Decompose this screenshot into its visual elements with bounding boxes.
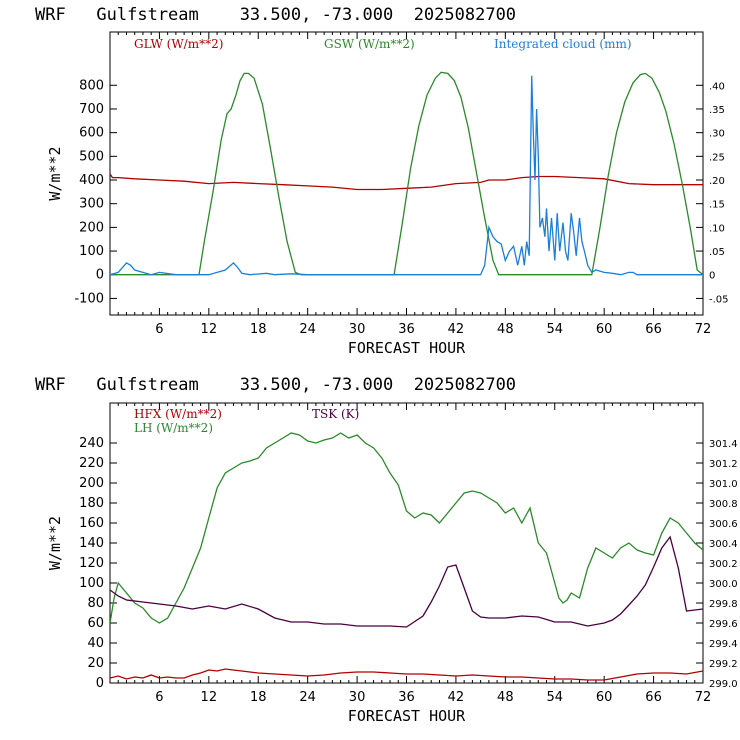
y-tick-label: 100 — [79, 244, 104, 259]
x-tick-label: 48 — [497, 322, 514, 337]
x-tick-label: 36 — [398, 322, 415, 337]
y2-tick-label: 300.0 — [709, 579, 738, 590]
y2-tick-label: .15 — [709, 200, 725, 211]
y-tick-label: 120 — [79, 556, 104, 571]
series-line-1 — [110, 173, 703, 191]
y2-tick-label: 300.2 — [709, 559, 738, 570]
chart-panel-1: WRF Gulfstream 33.500, -73.000 202508270… — [35, 5, 729, 357]
y2-tick-label: 301.4 — [709, 439, 738, 450]
chart-title: WRF Gulfstream 33.500, -73.000 202508270… — [35, 5, 516, 25]
y-tick-label: 400 — [79, 173, 104, 188]
y-tick-label: -100 — [74, 291, 104, 306]
x-tick-label: 42 — [448, 322, 465, 337]
series-line-2 — [110, 432, 703, 624]
x-tick-label: 30 — [349, 322, 366, 337]
x-tick-label: 60 — [596, 690, 613, 705]
y-axis-label: W/m**2 — [46, 146, 64, 200]
y2-tick-label: 0 — [709, 271, 715, 282]
y-tick-label: 0 — [96, 268, 104, 283]
y-tick-label: 700 — [79, 102, 104, 117]
y-tick-label: 220 — [79, 456, 104, 471]
x-tick-label: 24 — [299, 690, 316, 705]
x-tick-label: 54 — [546, 690, 563, 705]
y2-tick-label: 300.4 — [709, 539, 738, 550]
y-tick-label: 300 — [79, 197, 104, 212]
plot-frame — [109, 402, 704, 684]
y-tick-label: 200 — [79, 220, 104, 235]
y2-tick-label: -.05 — [709, 294, 729, 305]
y2-tick-label: 299.2 — [709, 659, 738, 670]
x-tick-label: 48 — [497, 690, 514, 705]
chart-title: WRF Gulfstream 33.500, -73.000 202508270… — [35, 375, 516, 395]
y-tick-label: 240 — [79, 436, 104, 451]
x-tick-label: 66 — [645, 322, 662, 337]
legend-entry: LH (W/m**2) — [134, 421, 213, 435]
y2-tick-label: 299.8 — [709, 599, 738, 610]
y2-tick-label: 300.8 — [709, 499, 738, 510]
y-tick-label: 0 — [96, 676, 104, 691]
x-tick-label: 36 — [398, 690, 415, 705]
y2-tick-label: 299.6 — [709, 619, 738, 630]
y-tick-label: 20 — [87, 656, 104, 671]
legend-entry: GLW (W/m**2) — [134, 37, 223, 51]
x-tick-label: 30 — [349, 690, 366, 705]
y-axis-label: W/m**2 — [46, 516, 64, 570]
series-line-2 — [110, 71, 703, 276]
x-tick-label: 60 — [596, 322, 613, 337]
y-tick-label: 80 — [87, 596, 104, 611]
x-tick-label: 6 — [155, 690, 163, 705]
legend-entry: Integrated cloud (mm) — [494, 37, 632, 51]
x-tick-label: 24 — [299, 322, 316, 337]
y-tick-label: 160 — [79, 516, 104, 531]
y-tick-label: 40 — [87, 636, 104, 651]
x-tick-label: 18 — [250, 690, 267, 705]
x-axis-label: FORECAST HOUR — [348, 707, 466, 725]
x-tick-label: 54 — [546, 322, 563, 337]
y2-tick-label: 300.6 — [709, 519, 738, 530]
x-tick-label: 72 — [695, 322, 712, 337]
series-line-3 — [110, 535, 703, 628]
x-axis-label: FORECAST HOUR — [348, 339, 466, 357]
legend-entry: TSK (K) — [312, 407, 359, 421]
x-tick-label: 72 — [695, 690, 712, 705]
y-tick-label: 200 — [79, 476, 104, 491]
y-tick-label: 600 — [79, 126, 104, 141]
y2-tick-label: 301.0 — [709, 479, 738, 490]
y-tick-label: 140 — [79, 536, 104, 551]
y2-tick-label: .30 — [709, 129, 725, 140]
legend-entry: HFX (W/m**2) — [134, 407, 222, 421]
y2-tick-label: 299.4 — [709, 639, 738, 650]
series-line-3 — [110, 75, 703, 276]
x-tick-label: 18 — [250, 322, 267, 337]
y-tick-label: 60 — [87, 616, 104, 631]
x-tick-label: 42 — [448, 690, 465, 705]
x-tick-label: 12 — [201, 322, 218, 337]
series-line-1 — [110, 668, 703, 681]
y-tick-label: 180 — [79, 496, 104, 511]
y2-tick-label: 299.0 — [709, 679, 738, 690]
y2-tick-label: .35 — [709, 105, 725, 116]
y-tick-label: 100 — [79, 576, 104, 591]
y2-tick-label: .20 — [709, 176, 725, 187]
y2-tick-label: 301.2 — [709, 459, 738, 470]
x-tick-label: 6 — [155, 322, 163, 337]
legend-entry: GSW (W/m**2) — [324, 37, 415, 51]
y2-tick-label: .40 — [709, 81, 725, 92]
x-tick-label: 66 — [645, 690, 662, 705]
y2-tick-label: .25 — [709, 152, 725, 163]
y-tick-label: 800 — [79, 78, 104, 93]
y-tick-label: 500 — [79, 149, 104, 164]
y2-tick-label: .05 — [709, 247, 725, 258]
y2-tick-label: .10 — [709, 223, 725, 234]
chart-panel-2: WRF Gulfstream 33.500, -73.000 202508270… — [35, 375, 738, 725]
x-tick-label: 12 — [201, 690, 218, 705]
